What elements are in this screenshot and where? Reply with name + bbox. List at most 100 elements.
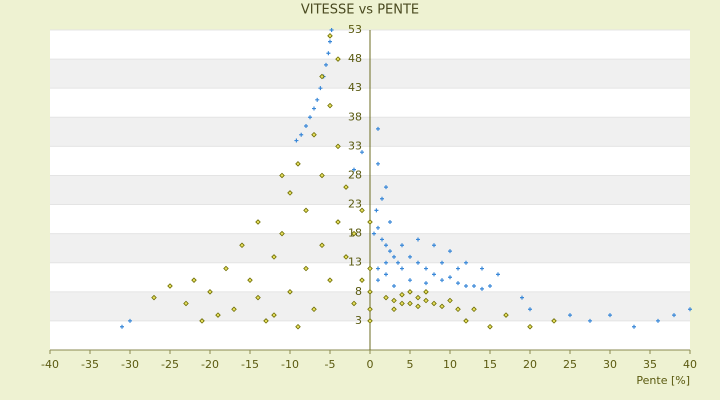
point (416, 237, 420, 242)
y-tick-label: 48 (348, 52, 362, 65)
y-tick-label: 18 (348, 227, 362, 240)
point (376, 161, 380, 166)
point (335, 56, 341, 62)
point (632, 324, 636, 329)
point (271, 312, 277, 318)
point (424, 266, 428, 271)
point (367, 289, 373, 295)
y-tick-label: 53 (348, 23, 362, 36)
point (215, 312, 221, 318)
y-tick-label: 3 (355, 314, 362, 327)
x-tick-label: 25 (563, 358, 577, 371)
point (128, 318, 132, 323)
point (416, 260, 420, 265)
point (415, 303, 421, 310)
point (503, 312, 509, 318)
point (383, 294, 389, 301)
point (167, 283, 173, 289)
point (447, 297, 453, 304)
point (423, 297, 429, 304)
x-tick-label: -30 (121, 358, 139, 371)
point (551, 318, 557, 324)
point (463, 318, 469, 324)
point (588, 318, 592, 323)
y-tick-label: 23 (348, 198, 362, 211)
point (608, 313, 612, 318)
x-tick-label: 0 (367, 358, 374, 371)
point (391, 306, 397, 313)
point (376, 225, 380, 230)
point (496, 272, 500, 277)
point (304, 124, 308, 128)
point (279, 230, 285, 237)
x-tick-label: 20 (523, 358, 537, 371)
point (352, 167, 356, 172)
point (311, 306, 317, 313)
point (384, 272, 388, 277)
point (328, 39, 332, 44)
x-tick-label: -40 (41, 358, 59, 371)
point (391, 297, 397, 304)
point (480, 286, 484, 291)
point (207, 289, 213, 295)
point (432, 272, 436, 277)
point (319, 172, 325, 179)
point (343, 184, 349, 190)
y-tick-label: 43 (348, 81, 362, 94)
point (351, 300, 357, 307)
point (287, 289, 293, 295)
point (423, 289, 429, 295)
point (407, 300, 413, 307)
point (247, 277, 253, 283)
point (327, 277, 333, 283)
point (399, 291, 405, 298)
chart-title: VITESSE vs PENTE (301, 3, 419, 18)
point (392, 284, 396, 288)
point (327, 33, 333, 39)
point (324, 62, 328, 67)
point (408, 278, 412, 283)
x-tick-label: -20 (201, 358, 219, 371)
point (384, 260, 388, 265)
x-axis-label: Pente [%] (636, 374, 690, 387)
point (294, 138, 299, 143)
point (335, 219, 341, 225)
point (528, 307, 532, 312)
x-tick-label: 15 (483, 358, 497, 371)
y-tick-label: 33 (348, 139, 362, 152)
point (380, 196, 384, 201)
x-tick-label: -5 (325, 358, 336, 371)
y-tick-label: 8 (355, 285, 362, 298)
point (311, 131, 317, 138)
point (471, 306, 477, 313)
point (388, 249, 392, 254)
point (359, 277, 365, 283)
point (448, 249, 452, 254)
point (191, 277, 197, 283)
point (151, 294, 157, 301)
point (376, 266, 380, 271)
point (299, 132, 304, 137)
point (380, 237, 384, 242)
point (295, 161, 301, 167)
point (367, 265, 373, 272)
point (287, 190, 293, 196)
point (231, 306, 237, 313)
point (488, 284, 492, 288)
point (464, 260, 468, 265)
point (400, 266, 404, 271)
point (415, 294, 421, 301)
point (400, 243, 404, 248)
point (308, 115, 312, 120)
point (376, 126, 380, 131)
point (239, 242, 245, 249)
x-tick-label: 5 (407, 358, 414, 371)
point (388, 220, 392, 224)
point (271, 254, 277, 260)
point (408, 254, 412, 259)
x-tick-label: -10 (281, 358, 299, 371)
points (120, 28, 692, 330)
point (399, 300, 405, 307)
